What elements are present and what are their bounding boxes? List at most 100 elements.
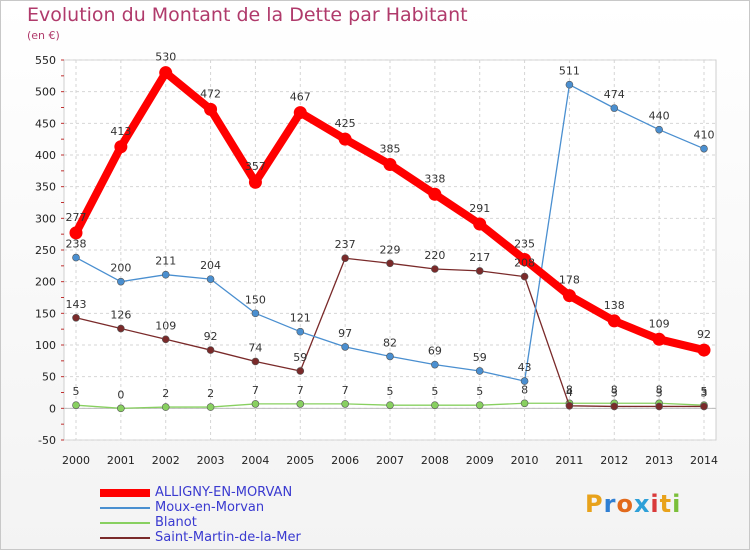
data-label: 43 — [518, 361, 532, 374]
data-point — [72, 313, 80, 322]
data-label: 235 — [514, 238, 535, 251]
data-label: 530 — [155, 51, 176, 64]
data-point — [72, 401, 80, 409]
data-label: 5 — [73, 385, 80, 398]
data-label: 7 — [342, 384, 349, 397]
data-label: 3 — [701, 386, 708, 399]
legend-label-saint-martin: Saint-Martin-de-la-Mer — [155, 530, 301, 545]
data-point — [655, 402, 663, 411]
data-label: 69 — [428, 345, 442, 358]
logo-letter: r — [603, 490, 617, 518]
data-label: 109 — [155, 319, 176, 332]
data-point — [159, 66, 173, 80]
legend: ALLIGNY-EN-MORVAN Moux-en-Morvan Blanot … — [100, 485, 301, 545]
data-label: 3 — [611, 386, 618, 399]
x-tick-label: 2001 — [107, 454, 135, 467]
data-point — [251, 357, 260, 366]
data-point — [251, 309, 260, 318]
legend-label-moux: Moux-en-Morvan — [155, 500, 265, 515]
legend-item-alligny: ALLIGNY-EN-MORVAN — [100, 485, 301, 500]
data-label: 220 — [424, 249, 445, 262]
data-point — [610, 104, 619, 112]
y-tick-label: 350 — [35, 181, 56, 194]
x-tick-label: 2010 — [511, 454, 539, 467]
data-point — [386, 352, 394, 361]
logo-letter: o — [616, 490, 634, 518]
data-point — [431, 265, 439, 273]
data-label: 204 — [200, 259, 221, 272]
data-label: 338 — [424, 172, 445, 185]
data-label: 208 — [514, 257, 535, 270]
y-tick-label: 300 — [35, 212, 56, 225]
data-point — [473, 217, 487, 231]
legend-item-blanot: Blanot — [100, 515, 301, 530]
legend-swatch-moux — [100, 506, 150, 509]
legend-item-moux: Moux-en-Morvan — [100, 500, 301, 515]
data-point — [610, 402, 619, 411]
data-label: 238 — [66, 238, 87, 251]
x-tick-label: 2011 — [555, 454, 583, 467]
proxiti-logo: Proxiti — [585, 490, 681, 518]
legend-swatch-alligny — [100, 488, 150, 497]
data-point — [565, 401, 574, 410]
x-tick-label: 2002 — [152, 454, 180, 467]
data-point — [114, 140, 128, 154]
data-point — [700, 144, 708, 153]
data-label: 413 — [110, 125, 131, 138]
data-point — [431, 360, 439, 369]
data-label: 277 — [66, 211, 87, 224]
data-label: 425 — [335, 117, 356, 130]
data-point — [161, 403, 170, 411]
data-label: 4 — [566, 386, 573, 399]
data-point — [607, 314, 621, 328]
data-point — [341, 400, 349, 408]
data-point — [161, 335, 170, 344]
x-tick-label: 2006 — [331, 454, 359, 467]
data-label: 150 — [245, 293, 266, 306]
data-point — [293, 106, 307, 120]
data-point — [341, 254, 349, 263]
data-point — [383, 158, 397, 171]
data-point — [69, 226, 83, 240]
data-point — [338, 132, 352, 146]
data-point — [341, 343, 349, 351]
data-point — [117, 277, 125, 286]
legend-swatch-saint-martin — [100, 536, 150, 539]
data-point — [296, 367, 305, 375]
data-point — [248, 175, 262, 189]
data-label: 474 — [604, 88, 625, 101]
legend-swatch-blanot — [100, 521, 150, 524]
data-label: 92 — [697, 328, 711, 341]
data-point — [475, 367, 484, 375]
data-label: 7 — [297, 384, 304, 397]
data-label: 109 — [649, 317, 670, 330]
y-tick-label: 0 — [49, 402, 56, 415]
data-label: 217 — [469, 251, 490, 264]
data-point — [520, 272, 529, 281]
data-label: 357 — [245, 160, 266, 173]
data-point — [251, 400, 260, 408]
grid — [63, 59, 717, 441]
chart-subtitle: (en €) — [27, 29, 60, 42]
data-label: 2 — [162, 387, 169, 400]
data-labels: 2774135304723574674253853382912351781381… — [66, 51, 715, 402]
data-label: 440 — [649, 110, 670, 123]
y-tick-label: 150 — [35, 307, 56, 320]
data-label: 467 — [290, 91, 311, 104]
data-point — [518, 253, 532, 266]
data-label: 178 — [559, 274, 580, 287]
data-label: 59 — [473, 351, 487, 364]
data-point — [520, 399, 529, 408]
y-tick-label: 250 — [35, 244, 56, 257]
x-tick-label: 2005 — [286, 454, 314, 467]
data-label: 82 — [383, 336, 397, 349]
x-tick-label: 2014 — [690, 454, 718, 467]
data-point — [161, 270, 170, 279]
data-point — [206, 403, 215, 411]
data-label: 410 — [694, 129, 715, 142]
data-point — [296, 400, 305, 408]
data-label: 7 — [252, 384, 259, 397]
x-tick-label: 2013 — [645, 454, 673, 467]
data-label: 291 — [469, 202, 490, 215]
data-label: 385 — [380, 143, 401, 156]
